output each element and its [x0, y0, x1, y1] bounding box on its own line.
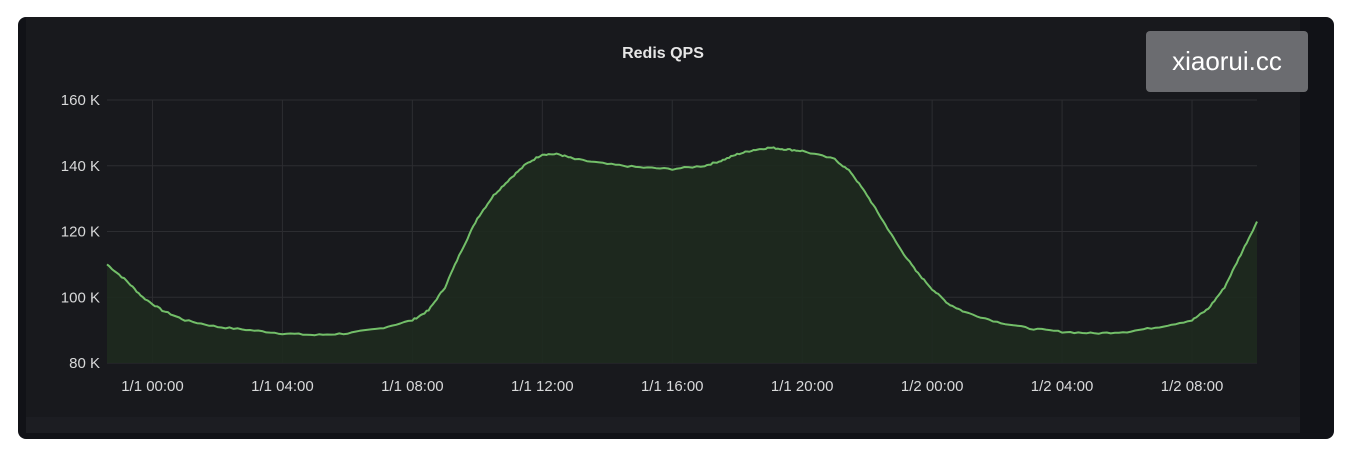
series-area-fill: [107, 147, 1257, 363]
watermark-badge: xiaorui.cc: [1146, 31, 1308, 92]
x-tick-label: 1/1 16:00: [641, 378, 704, 395]
x-tick-label: 1/1 20:00: [771, 378, 834, 395]
x-tick-label: 1/1 00:00: [121, 378, 184, 395]
x-tick-label: 1/1 04:00: [251, 378, 314, 395]
series-area: [106, 146, 1258, 363]
y-tick-label: 160 K: [61, 92, 100, 109]
x-tick-label: 1/2 04:00: [1031, 378, 1094, 395]
x-tick-label: 1/2 08:00: [1161, 378, 1224, 395]
x-tick-label: 1/1 12:00: [511, 378, 574, 395]
x-tick-label: 1/1 08:00: [381, 378, 444, 395]
y-tick-label: 80 K: [69, 355, 100, 372]
axis-labels: 80 K 100 K 120 K 140 K 160 K 1/1 00:00 1/1 04:…: [61, 92, 1224, 395]
y-tick-label: 100 K: [61, 289, 100, 306]
panel-bottom-strip: [26, 417, 1300, 433]
series-line: [106, 146, 1258, 337]
y-tick-label: 140 K: [61, 158, 100, 175]
x-tick-label: 1/2 00:00: [901, 378, 964, 395]
y-tick-label: 120 K: [61, 224, 100, 241]
chart-title: Redis QPS: [622, 45, 704, 62]
